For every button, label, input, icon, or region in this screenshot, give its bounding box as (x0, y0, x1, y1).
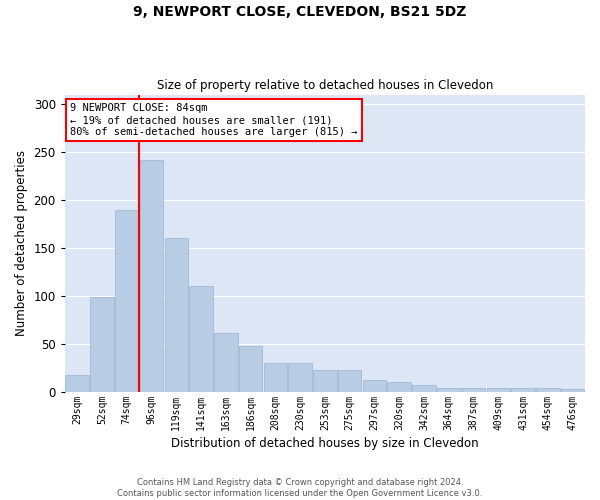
Bar (239, 346, 262, 392)
Bar (536, 388, 560, 392)
Bar (388, 382, 411, 392)
Bar (313, 370, 337, 392)
Bar (90, 297, 114, 392)
Bar (289, 363, 312, 392)
Bar (362, 380, 386, 392)
Bar (140, 160, 163, 392)
Bar (65, 375, 89, 392)
Bar (164, 238, 188, 392)
Bar (561, 389, 584, 392)
Bar (511, 388, 535, 392)
Bar (190, 286, 213, 392)
Bar (412, 386, 436, 392)
Bar (437, 388, 461, 392)
Text: Contains HM Land Registry data © Crown copyright and database right 2024.
Contai: Contains HM Land Registry data © Crown c… (118, 478, 482, 498)
Bar (263, 363, 287, 392)
Bar (338, 370, 361, 392)
Bar (487, 388, 510, 392)
Title: Size of property relative to detached houses in Clevedon: Size of property relative to detached ho… (157, 79, 493, 92)
Bar (115, 210, 139, 392)
Y-axis label: Number of detached properties: Number of detached properties (15, 150, 28, 336)
Bar (462, 388, 485, 392)
Bar (214, 334, 238, 392)
X-axis label: Distribution of detached houses by size in Clevedon: Distribution of detached houses by size … (171, 437, 479, 450)
Text: 9, NEWPORT CLOSE, CLEVEDON, BS21 5DZ: 9, NEWPORT CLOSE, CLEVEDON, BS21 5DZ (133, 5, 467, 19)
Text: 9 NEWPORT CLOSE: 84sqm
← 19% of detached houses are smaller (191)
80% of semi-de: 9 NEWPORT CLOSE: 84sqm ← 19% of detached… (70, 104, 358, 136)
